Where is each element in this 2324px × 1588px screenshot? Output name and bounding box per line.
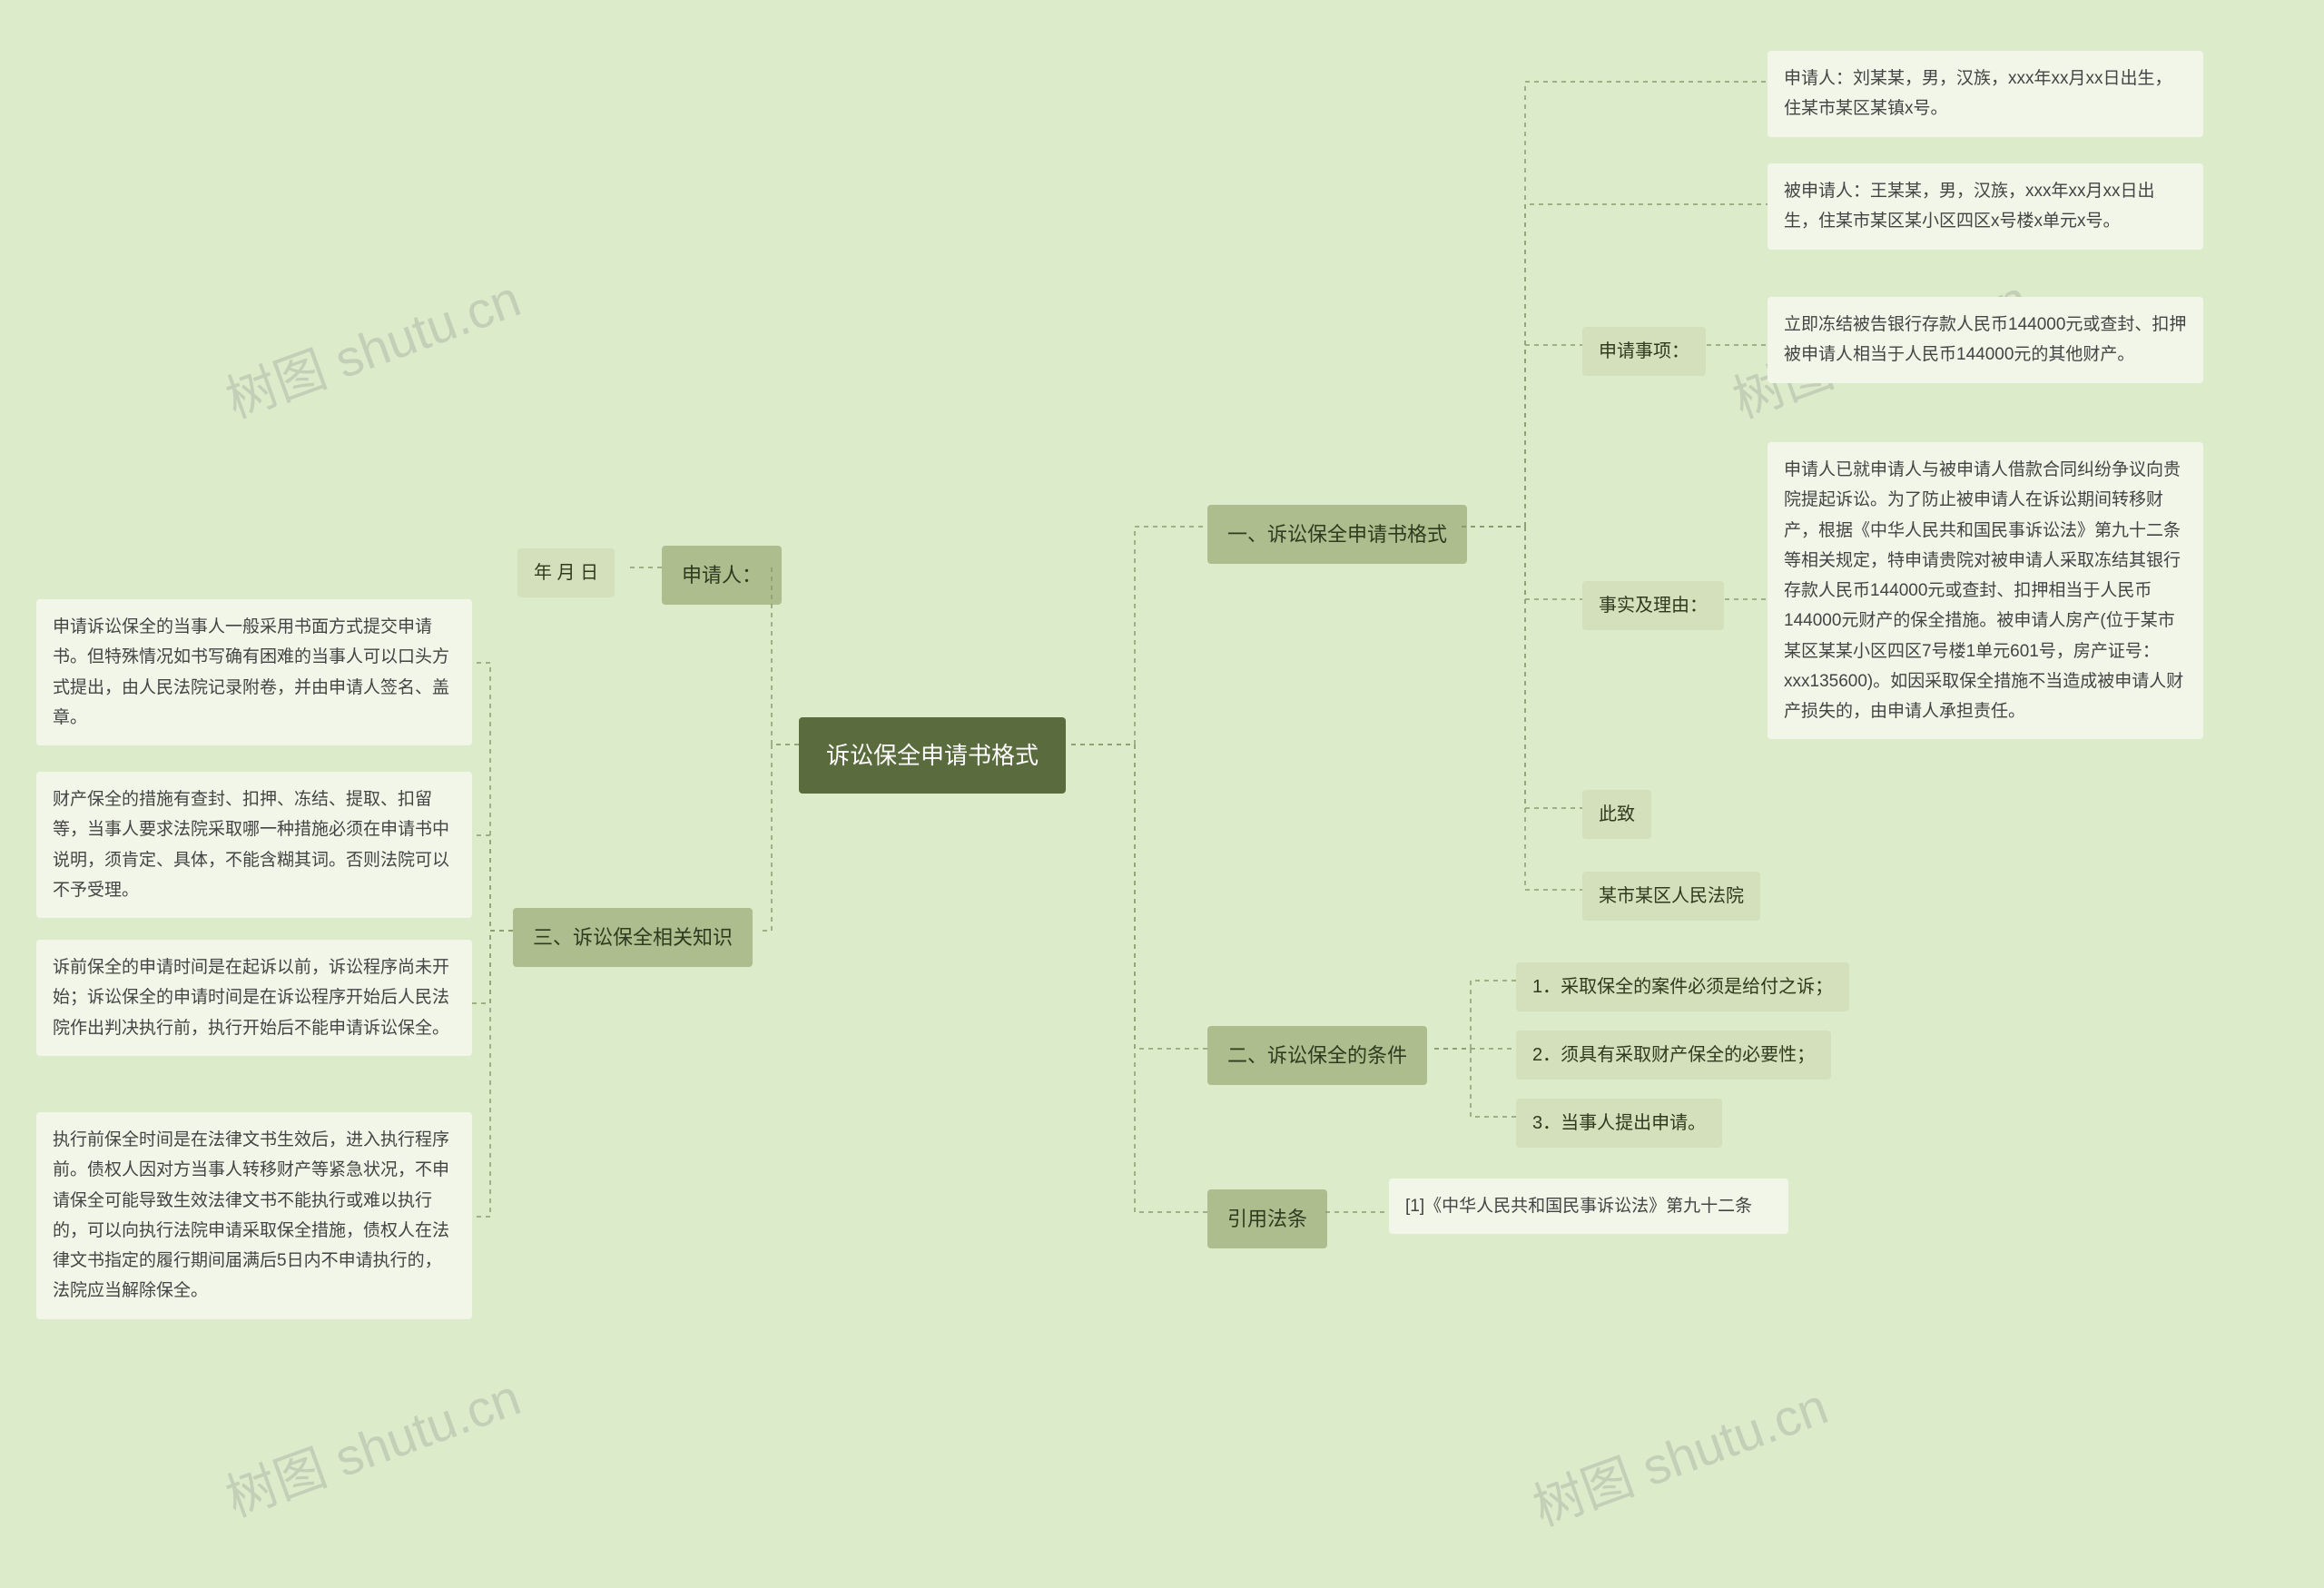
section3-title: 三、诉讼保全相关知识 bbox=[513, 908, 753, 967]
sec2-item-2: 2．须具有采取财产保全的必要性； bbox=[1516, 1031, 1831, 1080]
law-body: [1]《中华人民共和国民事诉讼法》第九十二条 bbox=[1389, 1179, 1788, 1234]
section1-title: 一、诉讼保全申请书格式 bbox=[1207, 505, 1467, 564]
applicant-info: 申请人：刘某某，男，汉族，xxx年xx月xx日出生，住某市某区某镇x号。 bbox=[1768, 51, 2203, 137]
left-applicant-label: 申请人： bbox=[662, 546, 782, 605]
respondent-info: 被申请人：王某某，男，汉族，xxx年xx月xx日出生，住某市某区某小区四区x号楼… bbox=[1768, 163, 2203, 250]
watermark: 树图 shutu.cn bbox=[214, 258, 529, 432]
sec2-item-1: 1．采取保全的案件必须是给付之诉； bbox=[1516, 962, 1849, 1011]
law-title: 引用法条 bbox=[1207, 1189, 1327, 1248]
request-body: 立即冻结被告银行存款人民币144000元或查封、扣押被申请人相当于人民币1440… bbox=[1768, 297, 2203, 383]
watermark: 树图 shutu.cn bbox=[1521, 1366, 1837, 1540]
court: 某市某区人民法院 bbox=[1582, 872, 1760, 921]
cizhi: 此致 bbox=[1582, 790, 1651, 839]
root-node: 诉讼保全申请书格式 bbox=[799, 717, 1066, 794]
facts-label: 事实及理由： bbox=[1582, 581, 1724, 630]
sec3-item-1: 申请诉讼保全的当事人一般采用书面方式提交申请书。但特殊情况如书写确有困难的当事人… bbox=[36, 599, 472, 745]
sec2-item-3: 3．当事人提出申请。 bbox=[1516, 1099, 1722, 1148]
sec3-item-2: 财产保全的措施有查封、扣押、冻结、提取、扣留等，当事人要求法院采取哪一种措施必须… bbox=[36, 772, 472, 918]
request-label: 申请事项： bbox=[1582, 327, 1706, 376]
left-date: 年 月 日 bbox=[517, 548, 615, 597]
section2-title: 二、诉讼保全的条件 bbox=[1207, 1026, 1427, 1085]
sec3-item-4: 执行前保全时间是在法律文书生效后，进入执行程序前。债权人因对方当事人转移财产等紧… bbox=[36, 1112, 472, 1319]
watermark: 树图 shutu.cn bbox=[214, 1356, 529, 1531]
sec3-item-3: 诉前保全的申请时间是在起诉以前，诉讼程序尚未开始；诉讼保全的申请时间是在诉讼程序… bbox=[36, 940, 472, 1056]
facts-body: 申请人已就申请人与被申请人借款合同纠纷争议向贵院提起诉讼。为了防止被申请人在诉讼… bbox=[1768, 442, 2203, 739]
